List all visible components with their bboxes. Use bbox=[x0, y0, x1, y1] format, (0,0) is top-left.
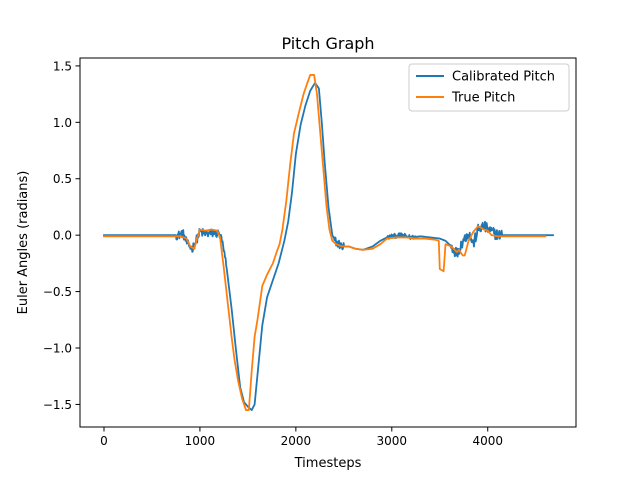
y-tick-label: −1.0 bbox=[43, 342, 72, 356]
legend: Calibrated Pitch True Pitch bbox=[408, 63, 570, 112]
x-axis-label: Timesteps bbox=[294, 456, 362, 471]
y-tick-label: 0.0 bbox=[53, 229, 72, 243]
y-tick-label: −1.5 bbox=[43, 398, 72, 412]
y-tick-label: 1.0 bbox=[53, 116, 72, 130]
y-tick-label: 1.5 bbox=[53, 59, 72, 73]
chart-title: Pitch Graph bbox=[281, 34, 374, 53]
series-line-true-pitch bbox=[103, 74, 547, 411]
x-axis: 0 1000 2000 3000 4000 bbox=[100, 427, 503, 448]
x-tick-label: 3000 bbox=[377, 434, 408, 448]
y-axis: −1.5 −1.0 −0.5 0.0 0.5 1.0 1.5 bbox=[43, 59, 80, 412]
x-tick-label: 4000 bbox=[472, 434, 503, 448]
legend-label-true-pitch: True Pitch bbox=[451, 91, 515, 106]
x-tick-label: 2000 bbox=[281, 434, 312, 448]
x-tick-label: 0 bbox=[100, 434, 108, 448]
series-layer bbox=[103, 74, 554, 411]
legend-label-calibrated-pitch: Calibrated Pitch bbox=[452, 70, 555, 85]
x-tick-label: 1000 bbox=[185, 434, 216, 448]
y-axis-label: Euler Angles (radians) bbox=[16, 171, 31, 315]
y-tick-label: −0.5 bbox=[43, 285, 72, 299]
legend-box bbox=[408, 63, 570, 112]
y-tick-label: 0.5 bbox=[53, 172, 72, 186]
plot-frame bbox=[79, 57, 577, 428]
